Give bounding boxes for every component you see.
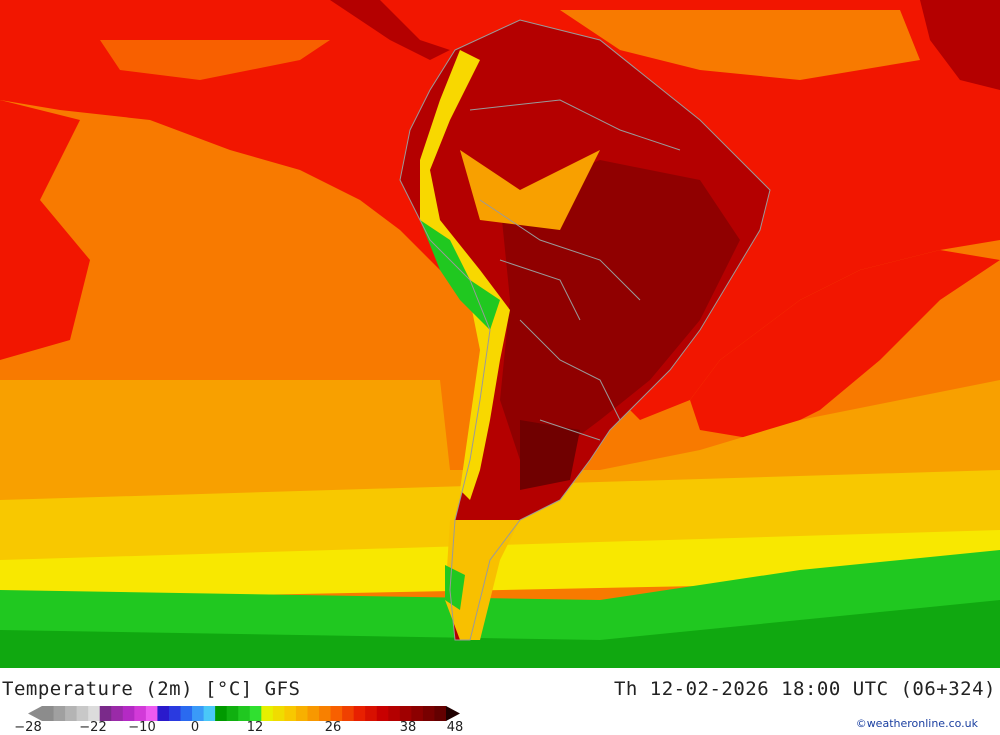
legend-swatch: [180, 706, 193, 721]
legend-swatch: [330, 706, 343, 721]
legend-swatch: [411, 706, 424, 721]
legend-swatch: [272, 706, 285, 721]
legend-swatch: [284, 706, 297, 721]
footer-bar: [0, 668, 1000, 733]
legend-swatch: [42, 706, 55, 721]
legend-swatch: [295, 706, 308, 721]
country-borders: [399, 19, 771, 641]
legend-swatch: [376, 706, 389, 721]
ocean-patch: [100, 40, 330, 80]
legend-swatch: [157, 706, 170, 721]
legend-tick-label: 48: [446, 720, 464, 735]
hottest-core: [520, 420, 580, 490]
patagonia-green: [445, 565, 465, 610]
green-ocean-band-dark: [0, 600, 1000, 668]
legend-swatch: [261, 706, 274, 721]
legend-tick-label: 26: [324, 720, 342, 735]
legend-tick-label: −22: [79, 720, 107, 735]
credit-link[interactable]: ©weatheronline.co.uk: [855, 717, 978, 730]
legend-tick-label: −10: [128, 720, 156, 735]
legend-swatch: [215, 706, 228, 721]
legend-swatch: [76, 706, 89, 721]
legend-swatch: [203, 706, 216, 721]
color-scale-legend: [28, 706, 460, 721]
legend-swatch: [388, 706, 401, 721]
legend-swatch: [99, 706, 112, 721]
legend-arrow-low: [28, 706, 42, 721]
legend-swatch: [192, 706, 205, 721]
legend-swatch: [365, 706, 378, 721]
legend-swatch: [145, 706, 158, 721]
hot-interior: [500, 160, 740, 460]
patagonia: [445, 520, 520, 640]
central-america: [330, 0, 450, 60]
legend-swatch: [434, 706, 447, 721]
ocean-patch-north: [560, 10, 920, 80]
legend-swatch: [122, 706, 135, 721]
legend-swatch: [238, 706, 251, 721]
legend-swatch: [353, 706, 366, 721]
legend-tick-label: −28: [14, 720, 42, 735]
legend-swatch: [168, 706, 182, 721]
legend-swatch: [111, 706, 124, 721]
legend-swatch: [65, 706, 78, 721]
legend-arrow-high: [446, 706, 460, 721]
warm-ocean-west: [0, 100, 90, 360]
legend-swatch: [226, 706, 239, 721]
legend-tick-label: 0: [190, 720, 200, 735]
legend-swatch: [422, 706, 435, 721]
legend-swatch: [342, 706, 355, 721]
legend-swatch: [88, 706, 101, 721]
legend-swatch: [307, 706, 320, 721]
legend-swatch: [399, 706, 412, 721]
legend-swatch: [319, 706, 332, 721]
warm-ocean-east: [690, 250, 1000, 440]
legend-swatch: [53, 706, 66, 721]
legend-tick-label: 38: [399, 720, 417, 735]
temperature-map[interactable]: [0, 0, 1000, 668]
andes-green: [420, 220, 500, 330]
africa-edge: [920, 0, 1000, 90]
legend-swatch: [249, 706, 262, 721]
legend-tick-label: 12: [246, 720, 264, 735]
legend-swatch: [134, 706, 147, 721]
map-title: Temperature (2m) [°C] GFS: [2, 678, 301, 700]
forecast-datetime: Th 12-02-2026 18:00 UTC (06+324): [613, 678, 996, 700]
